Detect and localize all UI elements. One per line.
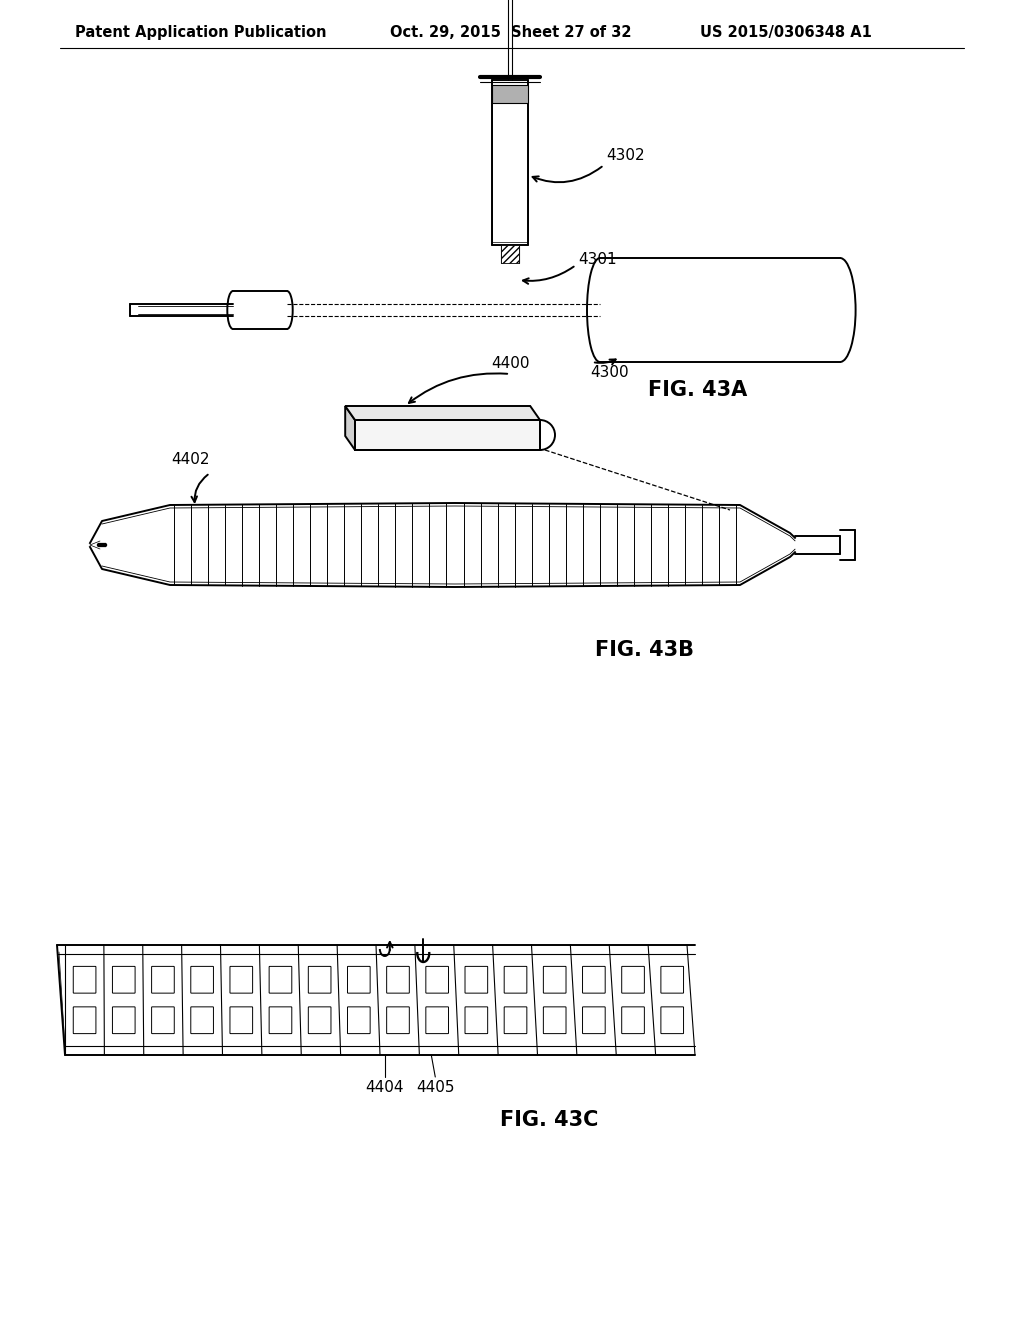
FancyBboxPatch shape [544,966,566,993]
FancyBboxPatch shape [347,1007,370,1034]
FancyBboxPatch shape [269,966,292,993]
Text: US 2015/0306348 A1: US 2015/0306348 A1 [700,25,871,40]
Text: 4301: 4301 [578,252,616,268]
FancyBboxPatch shape [583,1007,605,1034]
Bar [355,420,540,450]
Text: FIG. 43A: FIG. 43A [648,380,748,400]
FancyBboxPatch shape [660,1007,684,1034]
Circle shape [97,544,100,546]
Circle shape [103,544,106,546]
FancyBboxPatch shape [544,1007,566,1034]
FancyBboxPatch shape [152,966,174,993]
Text: 4300: 4300 [590,366,629,380]
FancyBboxPatch shape [387,1007,410,1034]
FancyBboxPatch shape [426,1007,449,1034]
FancyBboxPatch shape [190,1007,213,1034]
Bar [492,84,528,103]
FancyBboxPatch shape [583,966,605,993]
FancyBboxPatch shape [660,966,684,993]
Text: Patent Application Publication: Patent Application Publication [75,25,327,40]
FancyBboxPatch shape [622,966,644,993]
FancyBboxPatch shape [74,966,96,993]
FancyBboxPatch shape [465,1007,487,1034]
Text: FIG. 43C: FIG. 43C [500,1110,598,1130]
FancyBboxPatch shape [230,1007,253,1034]
FancyBboxPatch shape [426,966,449,993]
FancyBboxPatch shape [504,1007,526,1034]
FancyBboxPatch shape [230,966,253,993]
Circle shape [99,544,102,546]
Bar [493,103,527,242]
Text: 4405: 4405 [416,1080,455,1096]
Text: 4404: 4404 [366,1080,404,1096]
FancyBboxPatch shape [152,1007,174,1034]
FancyBboxPatch shape [347,966,370,993]
Bar [355,420,540,450]
Text: 4302: 4302 [606,148,645,162]
Polygon shape [345,407,540,420]
Polygon shape [345,407,355,450]
FancyBboxPatch shape [387,966,410,993]
FancyBboxPatch shape [504,966,526,993]
FancyBboxPatch shape [269,1007,292,1034]
FancyBboxPatch shape [190,966,213,993]
FancyBboxPatch shape [465,966,487,993]
Text: 4402: 4402 [171,451,209,467]
FancyBboxPatch shape [308,966,331,993]
Circle shape [101,544,104,546]
Text: FIG. 43B: FIG. 43B [595,640,694,660]
Bar [492,103,528,242]
FancyBboxPatch shape [74,1007,96,1034]
Bar [501,246,519,263]
Text: Oct. 29, 2015  Sheet 27 of 32: Oct. 29, 2015 Sheet 27 of 32 [390,25,632,40]
Text: 4400: 4400 [490,356,529,371]
FancyBboxPatch shape [622,1007,644,1034]
FancyBboxPatch shape [113,966,135,993]
FancyBboxPatch shape [308,1007,331,1034]
FancyBboxPatch shape [113,1007,135,1034]
